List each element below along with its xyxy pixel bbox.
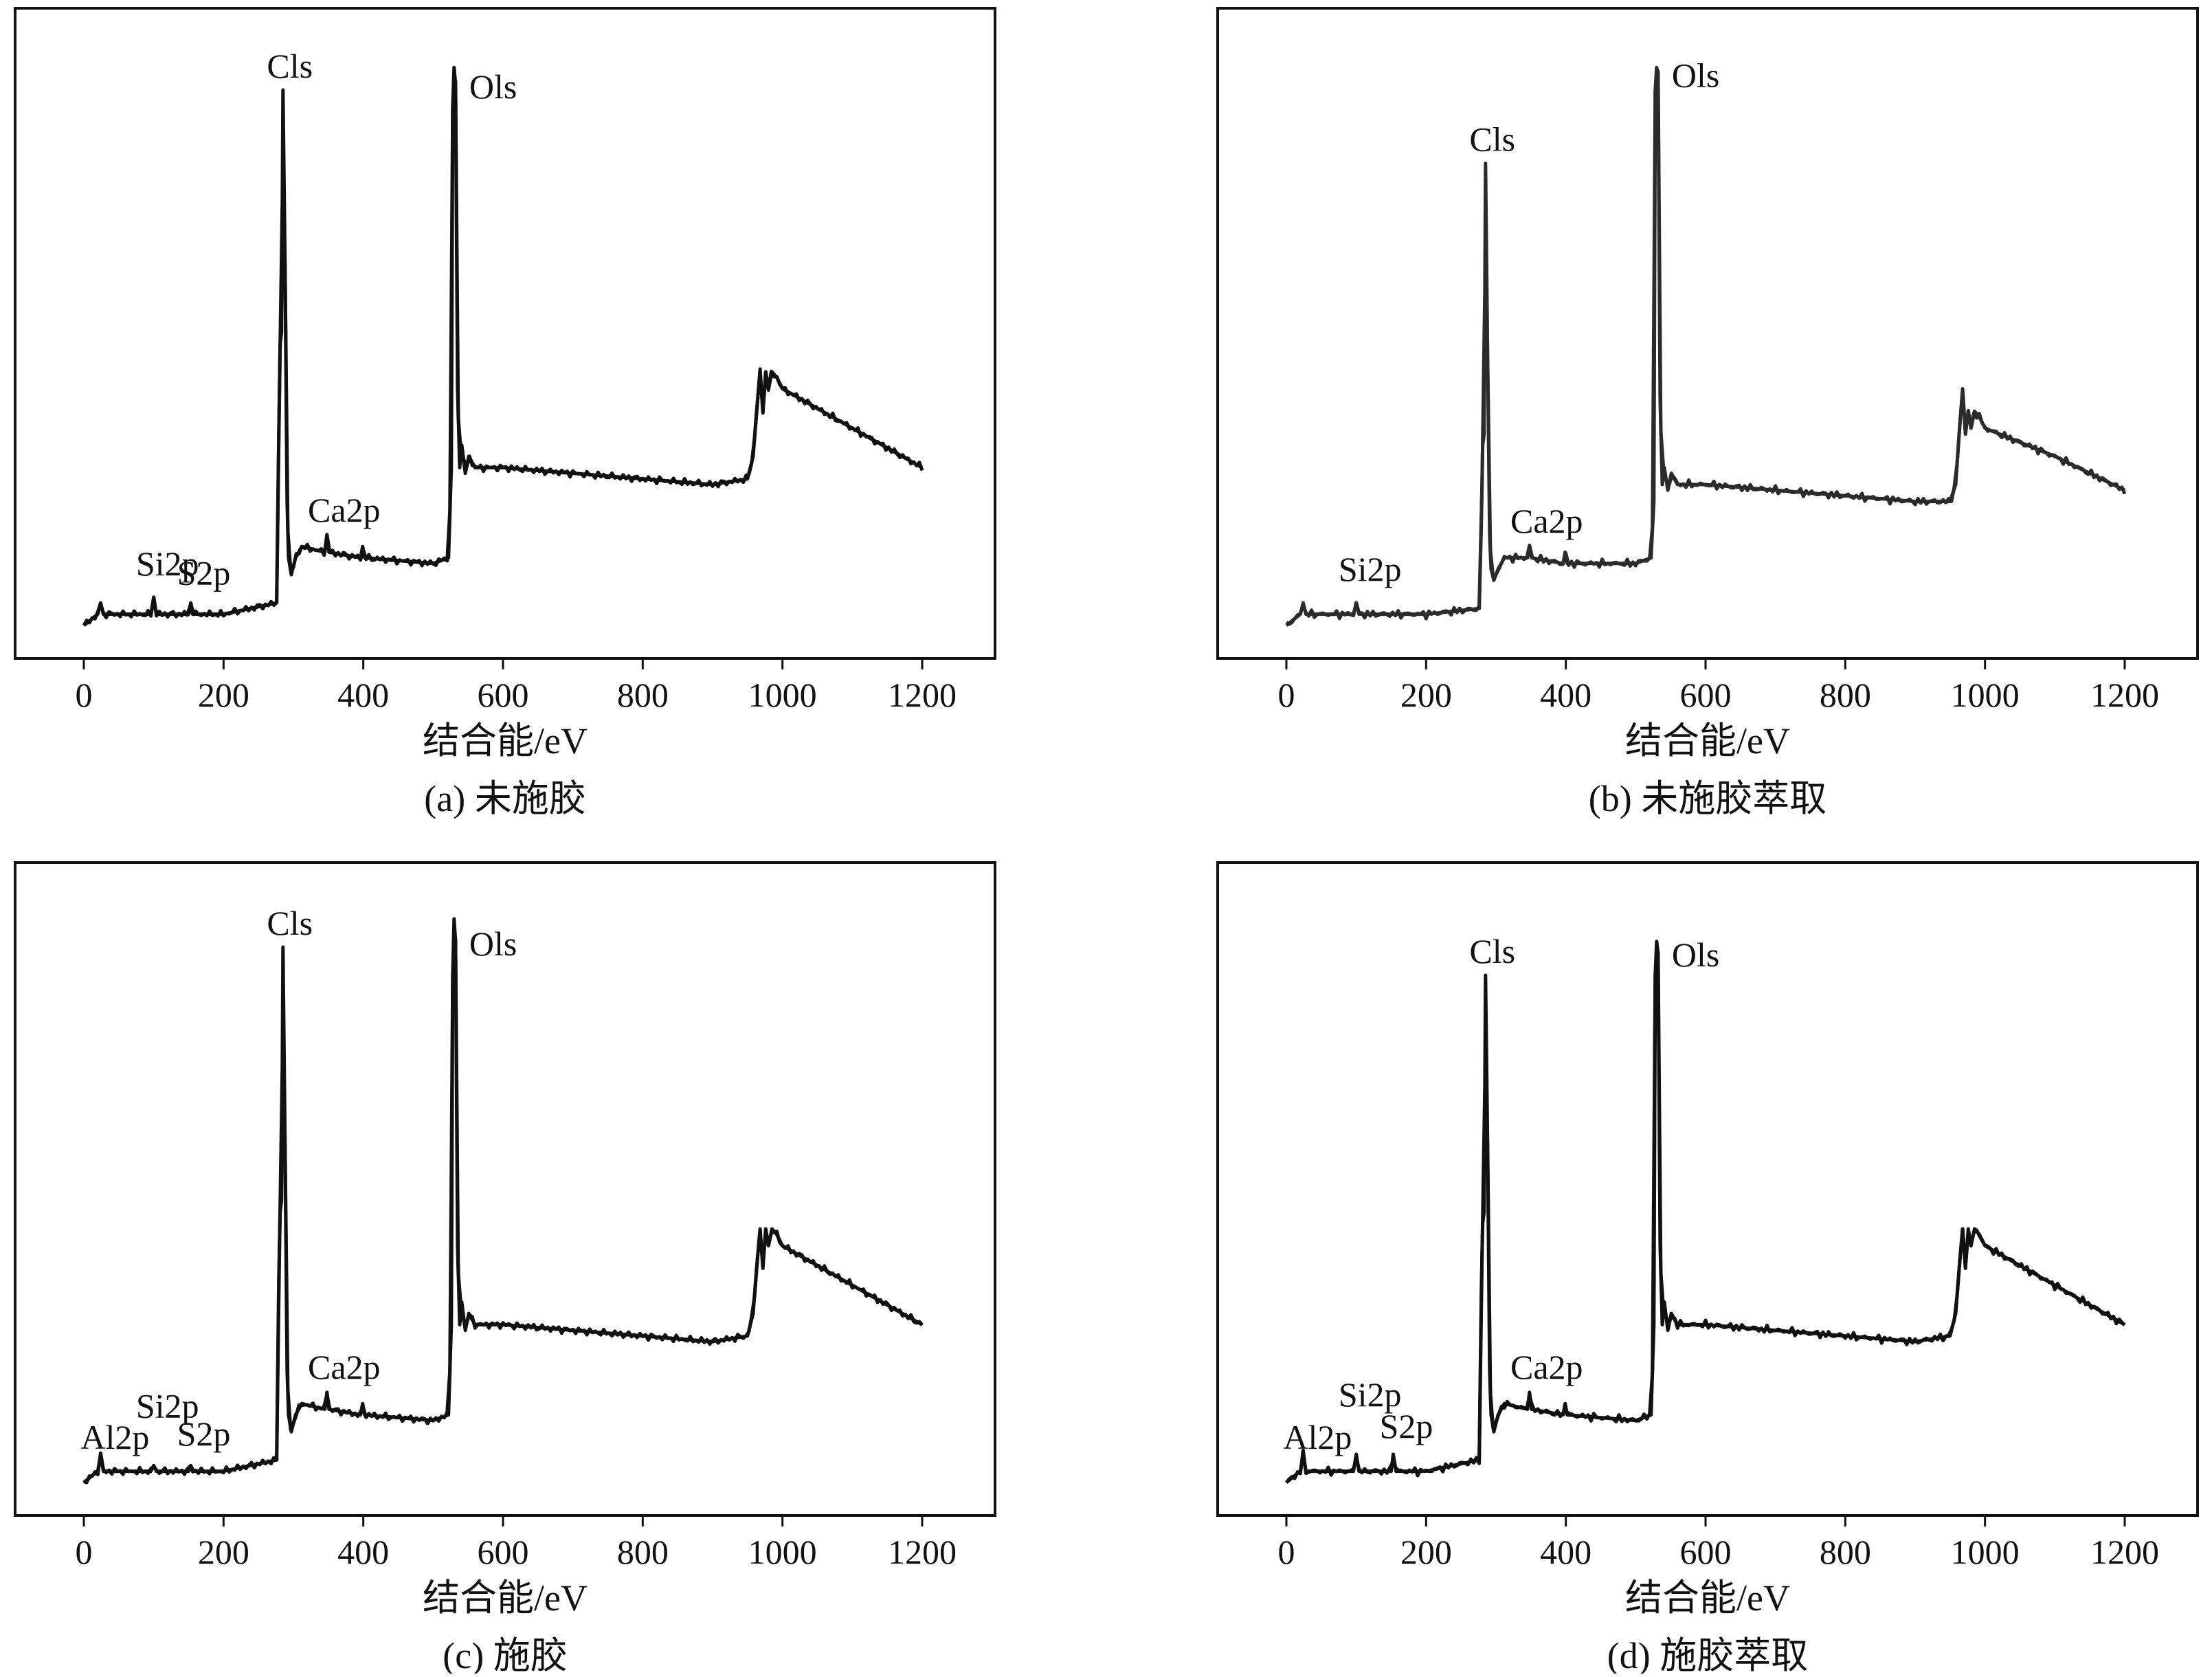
- x-tick-label: 1000: [1951, 1533, 2020, 1571]
- peak-label-cls: Cls: [267, 904, 313, 942]
- plot-frame: [14, 861, 996, 1517]
- spectrum-line: [83, 937, 924, 1485]
- peak-label-si2p: Si2p: [136, 544, 199, 583]
- spectrum-panel-b: 0 200 400 600 800 1000 1200 结合能/eV (b) 未施胶萃取 Si2p…: [1216, 7, 2199, 819]
- x-tick-label: 800: [1820, 676, 1871, 714]
- x-axis-title: 结合能/eV: [423, 720, 588, 762]
- peak-label-si2p: Si2p: [1339, 1375, 1402, 1414]
- x-tick-label: 800: [617, 1533, 669, 1571]
- x-tick-label: 1200: [2090, 676, 2159, 714]
- peak-label-s2p: S2p: [177, 554, 231, 592]
- x-axis: 0 200 400 600 800 1000 1200: [76, 658, 957, 714]
- peak-label-si2p: Si2p: [1339, 550, 1402, 588]
- x-axis: 0 200 400 600 800 1000 1200: [1278, 658, 2159, 714]
- x-tick-label: 0: [76, 1533, 93, 1571]
- peak-label-al2p: Al2p: [80, 1418, 149, 1456]
- peak-label-s2p: S2p: [1380, 1407, 1433, 1445]
- x-tick-label: 600: [1680, 676, 1732, 714]
- peak-label-cls: Cls: [1469, 120, 1515, 159]
- x-tick-label: 600: [478, 1533, 529, 1571]
- x-tick-label: 0: [1278, 1533, 1295, 1571]
- spectrum-peak-outline: [82, 917, 924, 1484]
- x-tick-label: 1000: [748, 676, 817, 714]
- x-axis-title: 结合能/eV: [423, 1577, 588, 1619]
- x-tick-label: 1200: [888, 1533, 957, 1571]
- x-axis-title: 结合能/eV: [1625, 1577, 1790, 1619]
- spectrum-line: [1285, 950, 2126, 1484]
- plot-frame: [1216, 861, 2199, 1517]
- panel-caption: (b) 未施胶萃取: [1589, 778, 1826, 819]
- plot-frame: [14, 7, 996, 660]
- peak-label-ols: Ols: [469, 67, 517, 106]
- spectrum-line: [82, 79, 924, 627]
- x-tick-label: 800: [1820, 1533, 1871, 1571]
- x-tick-label: 800: [617, 676, 669, 714]
- peak-label-cls: Cls: [1469, 932, 1515, 970]
- plot-frame: [1216, 7, 2199, 660]
- spectrum-panel-c: 0 200 400 600 800 1000 1200 结合能/eV (c) 施胶 Al2pSi2…: [14, 861, 996, 1676]
- x-tick-label: 400: [1540, 1533, 1591, 1571]
- peak-label-ca2p: Ca2p: [308, 1348, 381, 1386]
- x-tick-label: 600: [1680, 1533, 1732, 1571]
- x-tick-label: 1000: [748, 1533, 817, 1571]
- x-tick-label: 400: [337, 1533, 389, 1571]
- x-axis: 0 200 400 600 800 1000 1200: [76, 1515, 957, 1571]
- peak-label-s2p: S2p: [177, 1414, 231, 1453]
- spectrum-panel-d: 0 200 400 600 800 1000 1200 结合能/eV (d) 施胶萃取 Al2p S…: [1216, 861, 2199, 1676]
- spectrum-panel-a: 0 200 400 600 800 1000 1200 结合能/eV (a) 未施胶 Si2pS2…: [14, 7, 996, 819]
- spectrum-peak-outline: [1285, 65, 2126, 627]
- panel-caption: (c) 施胶: [443, 1635, 567, 1674]
- peak-label-ols: Ols: [469, 924, 517, 963]
- panel-caption: (a) 未施胶: [424, 778, 585, 819]
- x-tick-label: 600: [478, 676, 529, 714]
- x-axis-title: 结合能/eV: [1625, 720, 1790, 762]
- peak-label-ca2p: Ca2p: [308, 491, 381, 529]
- x-tick-label: 0: [76, 676, 93, 714]
- spectrum-peak-outline: [1285, 940, 2126, 1484]
- spectrum-peak-outline: [82, 65, 924, 627]
- peak-label-ca2p: Ca2p: [1510, 1348, 1583, 1386]
- peak-label-ols: Ols: [1672, 935, 1719, 974]
- spectrum-line: [1285, 69, 2127, 626]
- x-tick-label: 1000: [1951, 676, 2020, 714]
- peak-label-si2p: Si2p: [136, 1386, 199, 1425]
- peak-label-ca2p: Ca2p: [1510, 502, 1583, 540]
- x-tick-label: 200: [1400, 1533, 1452, 1571]
- peak-label-ols: Ols: [1672, 56, 1719, 94]
- peak-label-cls: Cls: [267, 47, 313, 85]
- x-tick-label: 200: [198, 1533, 249, 1571]
- x-tick-label: 200: [1400, 676, 1452, 714]
- x-axis: 0 200 400 600 800 1000 1200: [1278, 1515, 2159, 1571]
- x-tick-label: 400: [1540, 676, 1591, 714]
- x-tick-label: 1200: [888, 676, 957, 714]
- panel-caption: (d) 施胶萃取: [1607, 1635, 1808, 1674]
- x-tick-label: 0: [1278, 676, 1295, 714]
- peak-label-al2p: Al2p: [1283, 1418, 1352, 1456]
- x-tick-label: 400: [337, 676, 389, 714]
- x-tick-label: 1200: [2090, 1533, 2159, 1571]
- x-tick-label: 200: [198, 676, 249, 714]
